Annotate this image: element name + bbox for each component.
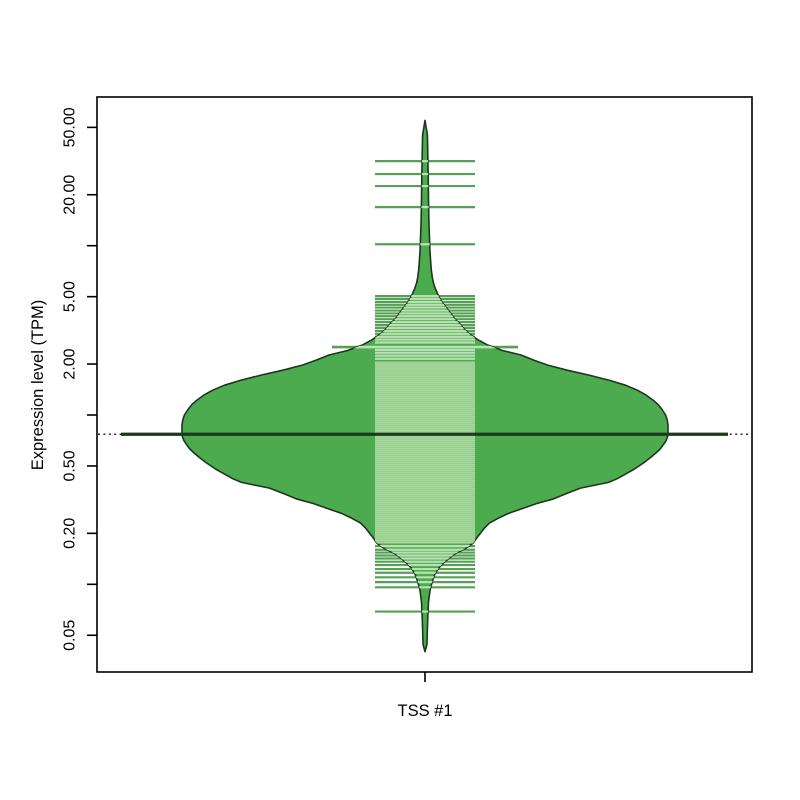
labels-layer: Expression level (TPM) TSS #1 50.00 20.00… xyxy=(29,107,453,720)
y-axis-title: Expression level (TPM) xyxy=(29,300,47,471)
y-tick-label: 50.00 xyxy=(62,107,79,147)
rug-dense-band xyxy=(375,361,475,544)
x-category-label: TSS #1 xyxy=(397,702,452,720)
y-tick-label: 2.00 xyxy=(62,348,79,379)
y-tick-label: 5.00 xyxy=(62,281,79,312)
y-tick-label: 0.50 xyxy=(62,450,79,481)
axes-layer xyxy=(87,96,753,682)
y-tick-label: 0.20 xyxy=(62,518,79,549)
y-tick-label: 0.05 xyxy=(62,620,79,651)
y-tick-label: 20.00 xyxy=(62,175,79,215)
